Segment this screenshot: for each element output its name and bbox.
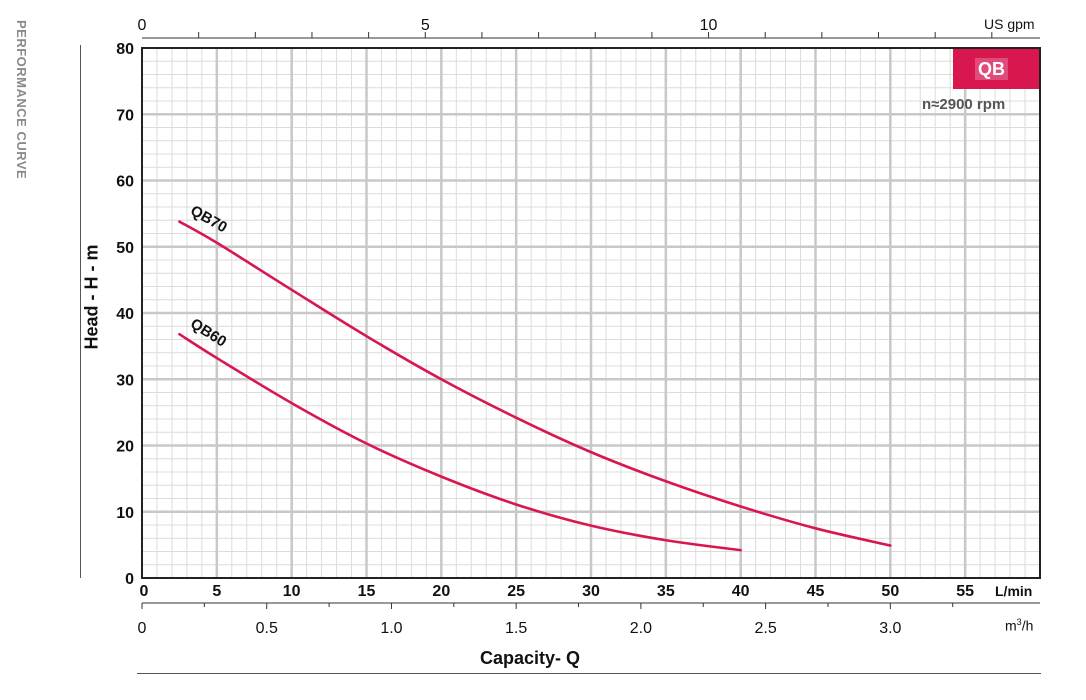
m3h-sup: 3 — [1016, 617, 1022, 627]
x-tick-label: 50 — [881, 583, 899, 600]
x-tick-label: 20 — [432, 583, 450, 600]
m3h-tick-label: 2.5 — [754, 620, 776, 637]
m3h-tick-label: 0.5 — [256, 620, 278, 637]
major-gridlines — [142, 48, 1040, 578]
y-tick-label: 50 — [116, 240, 134, 257]
bottom-divider — [137, 673, 1041, 674]
x-tick-label: 40 — [732, 583, 750, 600]
y-tick-label: 60 — [116, 174, 134, 191]
m3h-tick-label: 3.0 — [879, 620, 901, 637]
x-unit-m3h: m3/h — [1005, 617, 1033, 634]
x-tick-label: 5 — [212, 583, 221, 600]
x-tick-label: 0 — [140, 583, 149, 600]
y-tick-label: 40 — [116, 306, 134, 323]
plot-frame — [141, 47, 1041, 579]
gpm-tick-label: 10 — [700, 17, 718, 34]
m3h-tail: /h — [1021, 617, 1034, 634]
x-tick-label: 10 — [283, 583, 301, 600]
x-tick-label: 35 — [657, 583, 675, 600]
m3h-base: m — [1005, 617, 1017, 634]
m3h-tick-label: 2.0 — [630, 620, 652, 637]
x-tick-label: 45 — [807, 583, 825, 600]
gpm-tick-label: 5 — [421, 17, 430, 34]
m3h-tick-label: 1.0 — [380, 620, 402, 637]
side-divider — [80, 45, 81, 578]
y-tick-label: 80 — [116, 41, 134, 58]
y-tick-label: 10 — [116, 505, 134, 522]
x-tick-label: 25 — [507, 583, 525, 600]
x-tick-label: 30 — [582, 583, 600, 600]
x-axis-label: Capacity- Q — [480, 648, 581, 668]
gpm-tick-label: 0 — [138, 17, 147, 34]
speed-label: n≈2900 rpm — [922, 96, 1006, 113]
y-tick-label: 20 — [116, 439, 134, 456]
performance-curve-label: PERFORMANCE CURVE — [14, 20, 29, 180]
y-axis-label: Head - H - m — [81, 244, 102, 350]
curve-qb70 — [178, 220, 892, 547]
y-tick-label: 30 — [116, 372, 134, 389]
curve-label-qb60: QB60 — [187, 315, 229, 350]
x-tick-label: 15 — [358, 583, 376, 600]
m3h-tick-label: 1.5 — [505, 620, 527, 637]
series-badge: QB — [975, 58, 1008, 80]
x-unit-lmin: L/min — [995, 583, 1033, 599]
y-tick-label: 70 — [116, 107, 134, 124]
curve-qb60 — [178, 332, 742, 552]
m3h-tick-label: 0 — [138, 620, 147, 637]
x-tick-label: 55 — [956, 583, 974, 600]
x-unit-gpm: US gpm — [984, 16, 1035, 32]
y-tick-label: 0 — [125, 571, 134, 588]
